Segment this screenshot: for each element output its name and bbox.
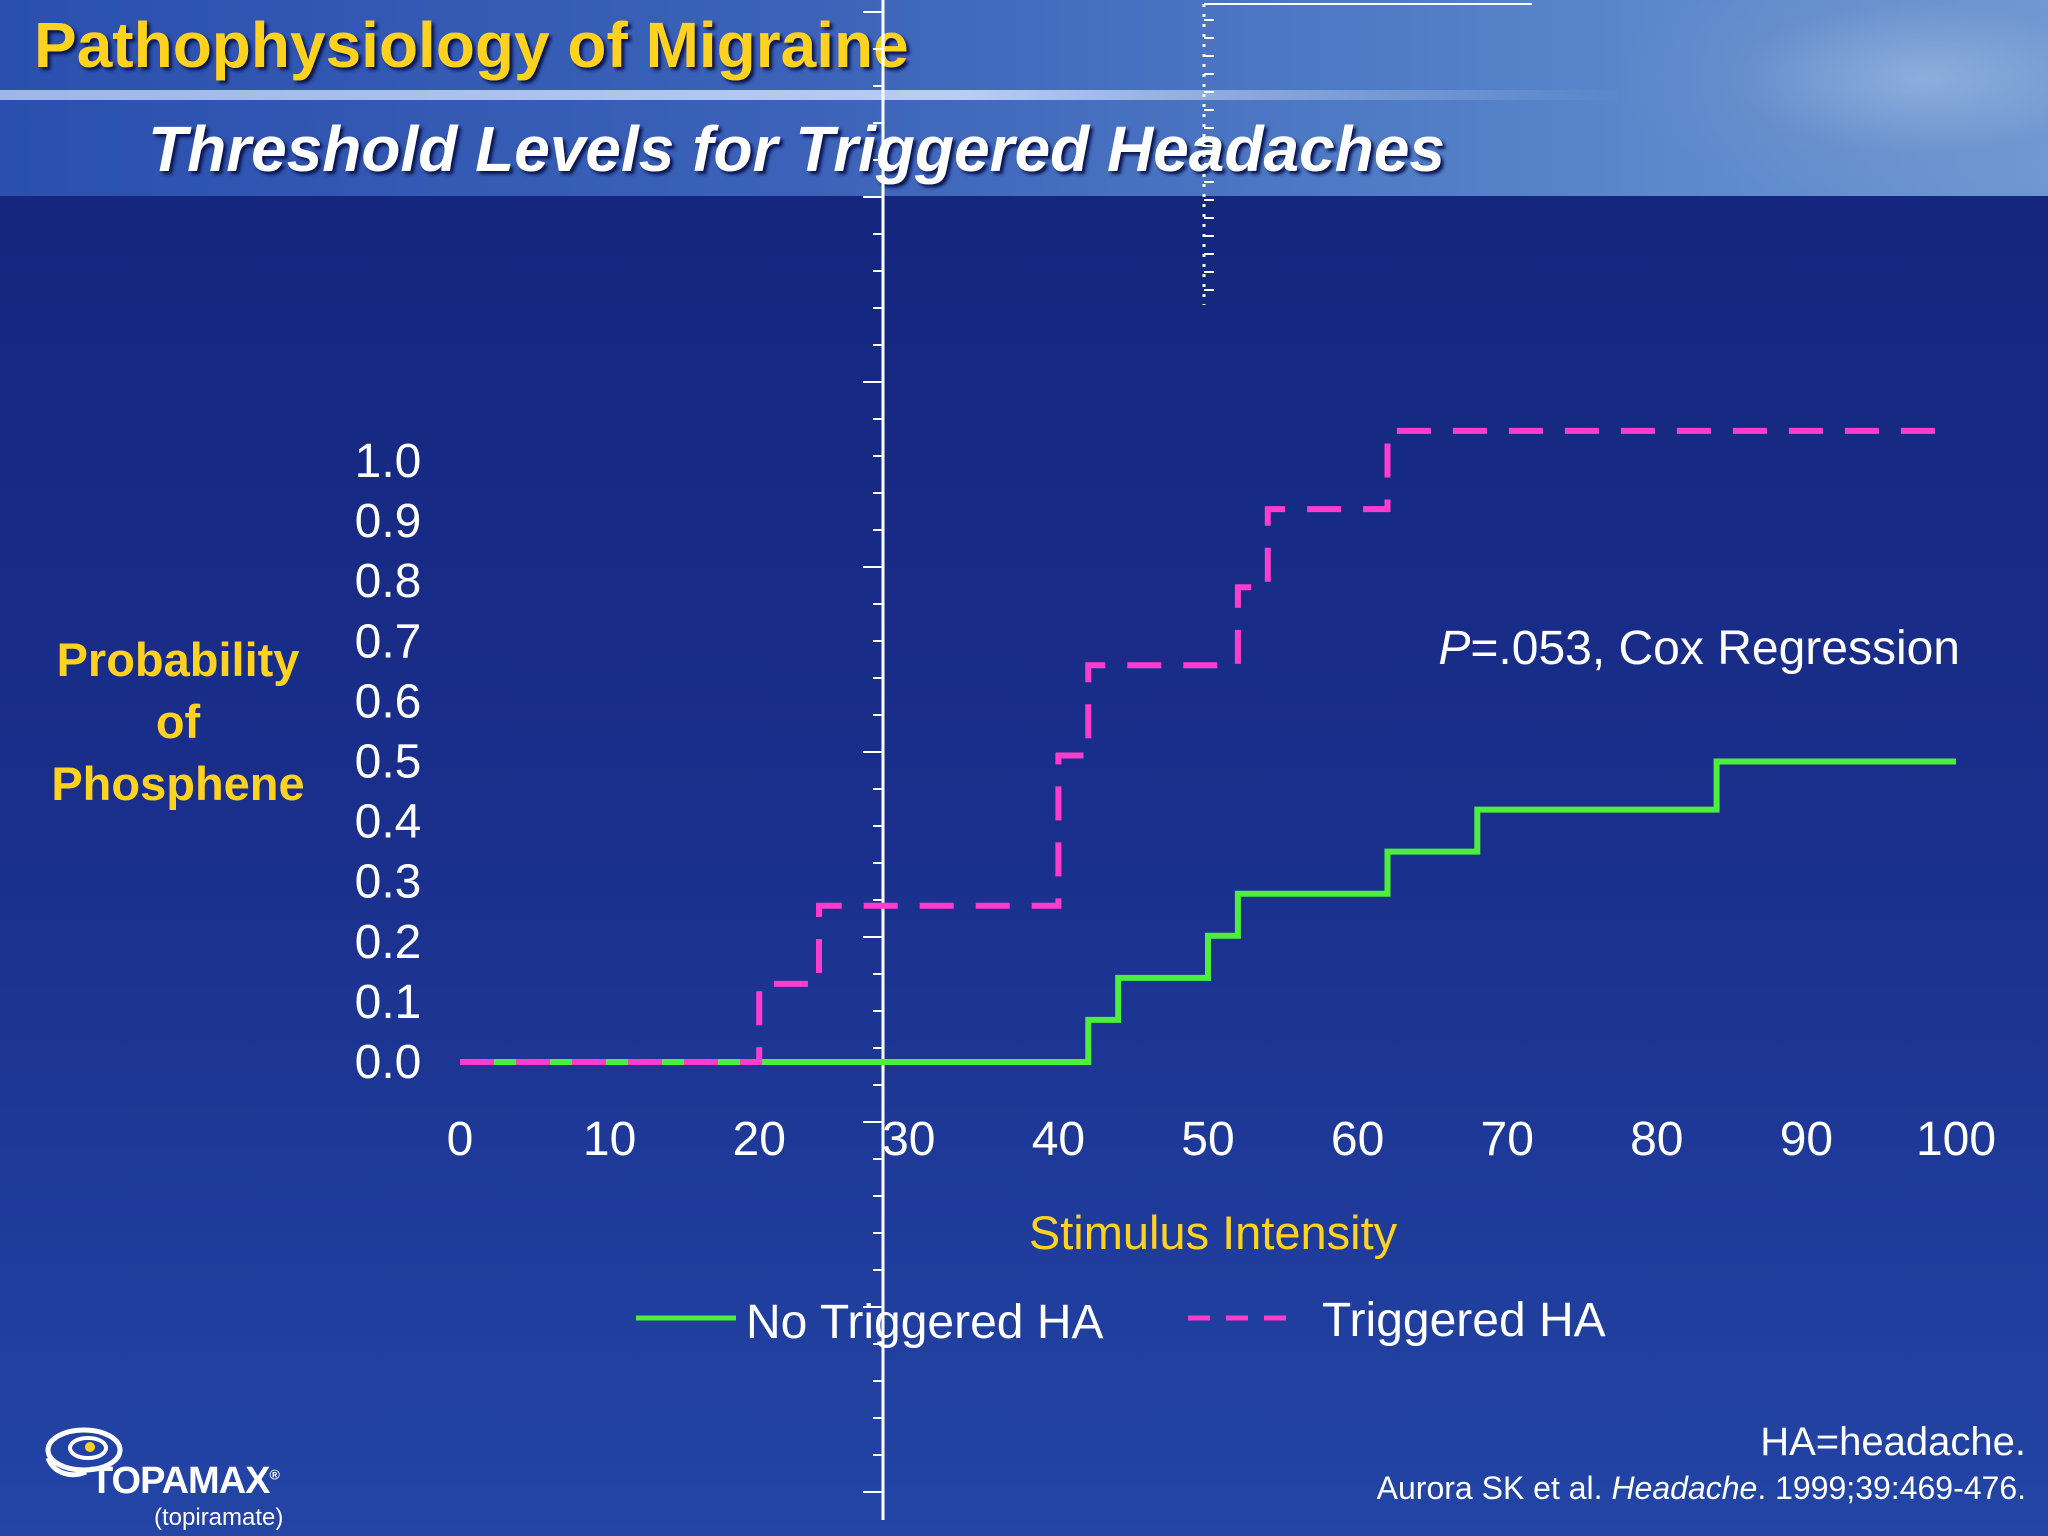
y-tick-label: 0.5 — [355, 736, 422, 789]
p-value-text: =.053, Cox Regression — [1470, 622, 1960, 675]
x-tick-label: 0 — [447, 1113, 474, 1166]
reference-details: . 1999;39:469-476. — [1757, 1470, 2026, 1506]
x-tick-label: 100 — [1916, 1113, 1996, 1166]
p-symbol: P — [1438, 622, 1470, 675]
series-lines — [460, 427, 1956, 1065]
y-axis-label: Probability of Phosphene — [51, 633, 304, 810]
logo-generic-name: (topiramate) — [154, 1504, 284, 1531]
x-tick-label: 40 — [1032, 1113, 1085, 1166]
x-tick-label: 60 — [1331, 1113, 1384, 1166]
logo-swirl-icon — [45, 1427, 123, 1478]
y-axis-label-line: Probability — [57, 633, 300, 686]
slide-subtitle: Threshold Levels for Triggered Headaches — [148, 113, 1445, 185]
footnote-reference: Aurora SK et al. Headache. 1999;39:469-4… — [1377, 1470, 2026, 1507]
y-tick-label: 0.0 — [355, 1036, 422, 1089]
legend-label-no-triggered: No Triggered HA — [746, 1296, 1104, 1349]
video-overlay-lines — [863, 0, 1532, 1520]
reference-authors: Aurora SK et al. — [1376, 1470, 1612, 1506]
y-tick-label: 0.3 — [355, 856, 422, 909]
y-tick-label: 0.2 — [355, 916, 422, 969]
footnote-abbreviation: HA=headache. — [1760, 1420, 2026, 1464]
x-tick-label: 10 — [583, 1113, 636, 1166]
y-tick-label: 0.8 — [355, 555, 422, 608]
x-tick-label: 30 — [882, 1113, 935, 1166]
y-axis-ticks: 0.0 0.1 0.2 0.3 0.4 0.5 0.6 0.7 0.8 0.9 1.0 — [355, 435, 422, 1089]
topamax-logo: TOPAMAX® (topiramate) — [30, 1420, 283, 1531]
x-tick-label: 20 — [733, 1113, 786, 1166]
legend-label-triggered: Triggered HA — [1322, 1294, 1606, 1347]
y-tick-label: 0.4 — [355, 796, 422, 849]
x-axis-label: Stimulus Intensity — [1029, 1206, 1398, 1259]
y-tick-label: 0.7 — [355, 615, 422, 668]
x-tick-label: 80 — [1630, 1113, 1683, 1166]
logo-brand-text: TOPAMAX — [90, 1460, 270, 1502]
logo-registered: ® — [269, 1466, 280, 1483]
p-value-annotation: P=.053, Cox Regression — [1438, 622, 1960, 675]
reference-journal: Headache — [1611, 1470, 1758, 1506]
series-line-triggered — [460, 427, 1956, 1065]
x-tick-label: 70 — [1481, 1113, 1534, 1166]
x-tick-label: 50 — [1181, 1113, 1234, 1166]
y-tick-label: 1.0 — [355, 435, 422, 488]
y-tick-label: 0.6 — [355, 675, 422, 728]
y-tick-label: 0.1 — [355, 976, 422, 1029]
y-tick-label: 0.9 — [355, 495, 422, 548]
y-axis-label-line: Phosphene — [51, 757, 304, 810]
slide-title: Pathophysiology of Migraine — [34, 9, 909, 81]
x-axis-ticks: 0 10 20 30 40 50 60 70 80 90 100 — [447, 1113, 1996, 1166]
header-decorative-faces — [1628, 0, 2048, 196]
legend: No Triggered HA Triggered HA — [636, 1294, 1606, 1349]
logo-brand: TOPAMAX® — [90, 1460, 280, 1503]
header-rule — [0, 90, 1620, 100]
y-axis-label-line: of — [156, 695, 201, 748]
series-line-no-triggered — [460, 758, 1956, 1065]
x-tick-label: 90 — [1780, 1113, 1833, 1166]
